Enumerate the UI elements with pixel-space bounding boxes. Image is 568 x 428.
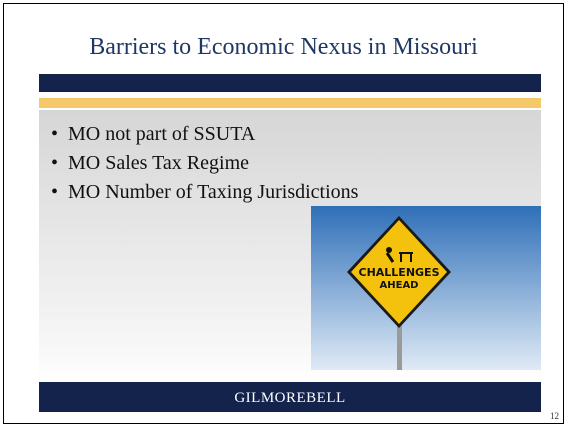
sign-image: CHALLENGES AHEAD [311, 206, 541, 370]
slide-title: Barriers to Economic Nexus in Missouri [4, 34, 563, 61]
bullet: MO not part of SSUTA [51, 120, 358, 149]
page-number: 12 [550, 411, 559, 421]
logo: GILMOREBELL [39, 390, 541, 407]
footer-bar: GILMOREBELL [39, 382, 541, 412]
accent-bar [39, 98, 541, 108]
slide: Barriers to Economic Nexus in Missouri M… [3, 3, 564, 424]
bullet: MO Sales Tax Regime [51, 149, 358, 178]
bullet-list: MO not part of SSUTA MO Sales Tax Regime… [51, 120, 358, 207]
page: Barriers to Economic Nexus in Missouri M… [0, 0, 568, 428]
sign-text: CHALLENGES [359, 266, 440, 279]
sign-text: AHEAD [380, 280, 419, 291]
title-bar [39, 74, 541, 92]
bullet: MO Number of Taxing Jurisdictions [51, 178, 358, 207]
content-area: MO not part of SSUTA MO Sales Tax Regime… [39, 110, 541, 382]
